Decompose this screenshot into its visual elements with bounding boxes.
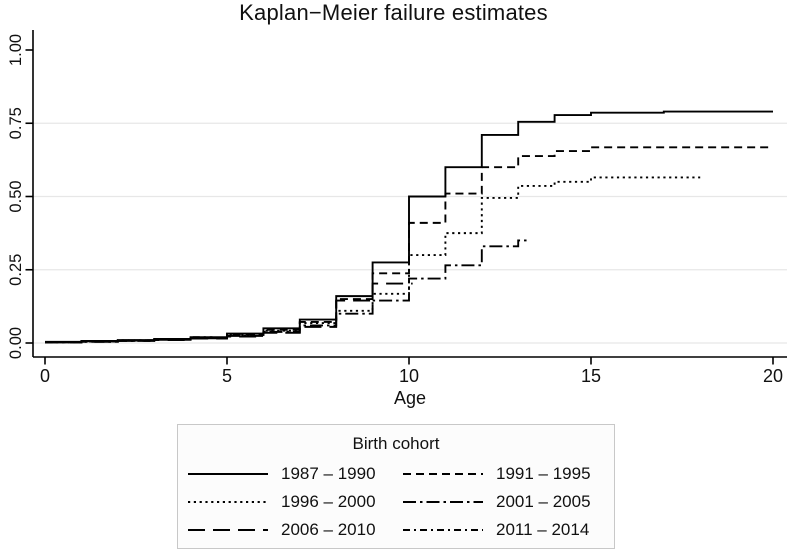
x-axis-title: Age <box>393 388 427 408</box>
legend-line-sample-dash <box>403 473 483 475</box>
x-tick-label: 10 <box>399 366 419 386</box>
legend-item: 2006 – 2010 <box>188 516 403 544</box>
legend-line-sample-dash-dot <box>403 501 483 503</box>
legend-item: 2001 – 2005 <box>403 488 608 516</box>
series-dash-dot <box>45 239 530 344</box>
legend-line-sample-dot <box>188 501 268 503</box>
legend-item-label: 2001 – 2005 <box>496 492 591 511</box>
legend-items: 1987 – 1990 1991 – 1995 1996 – 2000 2001 – … <box>188 460 614 544</box>
legend: Birth cohort 1987 – 1990 1991 – 1995 1996 … <box>177 424 615 549</box>
x-tick-label: 5 <box>222 366 232 386</box>
legend-item: 1987 – 1990 <box>188 460 403 488</box>
x-tick-label: 20 <box>763 366 783 386</box>
km-plot: 0 5 10 15 20 0.00 0.25 0.50 0.75 1.00 <box>7 30 787 386</box>
y-tick-label: 0.25 <box>7 254 25 286</box>
y-tick-label: 0.75 <box>7 107 25 139</box>
legend-item-label: 1987 – 1990 <box>281 464 376 483</box>
chart-title: Kaplan−Meier failure estimates <box>239 0 548 25</box>
legend-item-label: 2006 – 2010 <box>281 520 376 539</box>
series-dot <box>45 176 701 344</box>
legend-title: Birth cohort <box>352 434 440 453</box>
y-tick-label: 1.00 <box>7 34 25 66</box>
legend-line-sample-solid <box>188 473 268 475</box>
y-tick-label: 0.50 <box>7 180 25 212</box>
legend-item: 2011 – 2014 <box>403 516 608 544</box>
legend-item: 1991 – 1995 <box>403 460 608 488</box>
series-solid <box>45 110 773 343</box>
legend-item-label: 1996 – 2000 <box>281 492 376 511</box>
x-tick-label: 0 <box>40 366 50 386</box>
legend-item-label: 2011 – 2014 <box>496 520 590 539</box>
legend-line-sample-long-dash <box>188 529 268 531</box>
y-tick-label: 0.00 <box>7 327 25 359</box>
legend-line-sample-short-dash-dot <box>403 529 483 531</box>
x-tick-label: 15 <box>581 366 601 386</box>
legend-item: 1996 – 2000 <box>188 488 403 516</box>
legend-item-label: 1991 – 1995 <box>496 464 591 483</box>
